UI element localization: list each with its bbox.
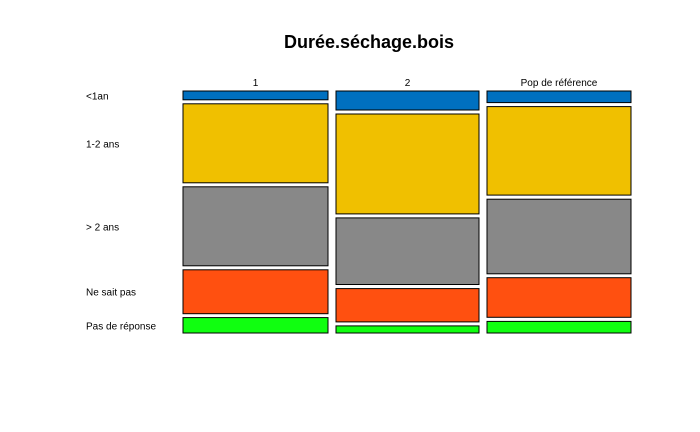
tile-col3-row5 bbox=[486, 320, 632, 334]
tile-col2-row1 bbox=[335, 90, 480, 111]
tile-col1-row1 bbox=[182, 90, 329, 101]
tile-col2-row2 bbox=[335, 113, 480, 215]
column-label: 2 bbox=[405, 78, 411, 89]
row-label: <1an bbox=[86, 91, 109, 102]
row-label: Ne sait pas bbox=[86, 288, 136, 299]
row-label: 1-2 ans bbox=[86, 139, 119, 150]
tile-col3-row4 bbox=[486, 277, 632, 318]
tile-col3-row2 bbox=[486, 106, 632, 196]
tile-col1-row5 bbox=[182, 317, 329, 334]
column-label: Pop de référence bbox=[521, 78, 598, 89]
tile-col3-row3 bbox=[486, 198, 632, 275]
column-label: 1 bbox=[253, 78, 259, 89]
tile-col3-row1 bbox=[486, 90, 632, 104]
row-label: > 2 ans bbox=[86, 222, 119, 233]
tile-col2-row4 bbox=[335, 288, 480, 323]
tile-col2-row3 bbox=[335, 217, 480, 285]
row-label: Pas de réponse bbox=[86, 321, 156, 332]
chart-title: Durée.séchage.bois bbox=[284, 32, 454, 52]
tile-col1-row4 bbox=[182, 269, 329, 315]
tile-col2-row5 bbox=[335, 325, 480, 334]
tile-col1-row2 bbox=[182, 103, 329, 184]
tile-col1-row3 bbox=[182, 186, 329, 267]
